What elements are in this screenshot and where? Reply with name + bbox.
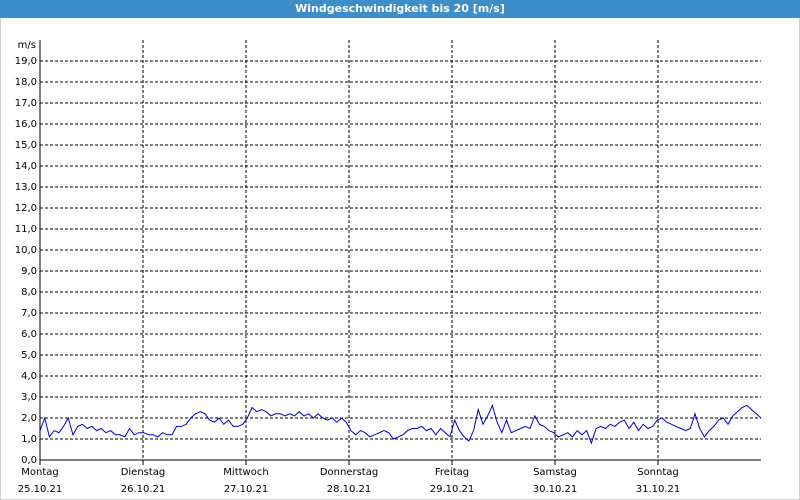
y-tick-label: 18,0 xyxy=(15,77,37,88)
y-tick-label: 8,0 xyxy=(21,287,37,298)
y-tick-label: 9,0 xyxy=(21,266,37,277)
y-tick-label: 15,0 xyxy=(15,140,37,151)
x-tick-date: 30.10.21 xyxy=(533,484,578,495)
x-tick-label: Sonntag xyxy=(637,467,679,478)
x-tick-date: 31.10.21 xyxy=(636,484,681,495)
y-tick-label: 16,0 xyxy=(15,119,37,130)
x-tick-date: 28.10.21 xyxy=(327,484,372,495)
chart-title: Windgeschwindigkeit bis 20 [m/s] xyxy=(295,2,505,15)
y-tick-label: 5,0 xyxy=(21,350,37,361)
y-tick-label: 1,0 xyxy=(21,434,37,445)
y-tick-label: 12,0 xyxy=(15,203,37,214)
y-tick-label: 3,0 xyxy=(21,392,37,403)
x-tick-label: Donnerstag xyxy=(320,467,378,478)
y-tick-label: 0,0 xyxy=(21,455,37,466)
y-axis-label: m/s xyxy=(18,40,36,51)
y-tick-label: 4,0 xyxy=(21,371,37,382)
x-tick-label: Montag xyxy=(21,467,58,478)
y-tick-label: 10,0 xyxy=(15,245,37,256)
x-tick-date: 25.10.21 xyxy=(18,484,63,495)
y-tick-label: 17,0 xyxy=(15,98,37,109)
y-tick-label: 11,0 xyxy=(15,224,37,235)
y-tick-label: 7,0 xyxy=(21,308,37,319)
x-tick-label: Samstag xyxy=(533,467,577,478)
y-tick-label: 6,0 xyxy=(21,329,37,340)
title-bar xyxy=(0,0,800,18)
y-tick-label: 19,0 xyxy=(15,56,37,67)
x-tick-label: Dienstag xyxy=(121,467,166,478)
x-tick-label: Freitag xyxy=(435,467,469,478)
data-line xyxy=(39,403,762,445)
y-tick-label: 2,0 xyxy=(21,413,37,424)
x-tick-date: 26.10.21 xyxy=(121,484,166,495)
y-tick-label: 13,0 xyxy=(15,182,37,193)
x-tick-date: 29.10.21 xyxy=(430,484,475,495)
x-tick-date: 27.10.21 xyxy=(224,484,269,495)
x-tick-label: Mittwoch xyxy=(223,467,268,478)
y-tick-label: 14,0 xyxy=(15,161,37,172)
